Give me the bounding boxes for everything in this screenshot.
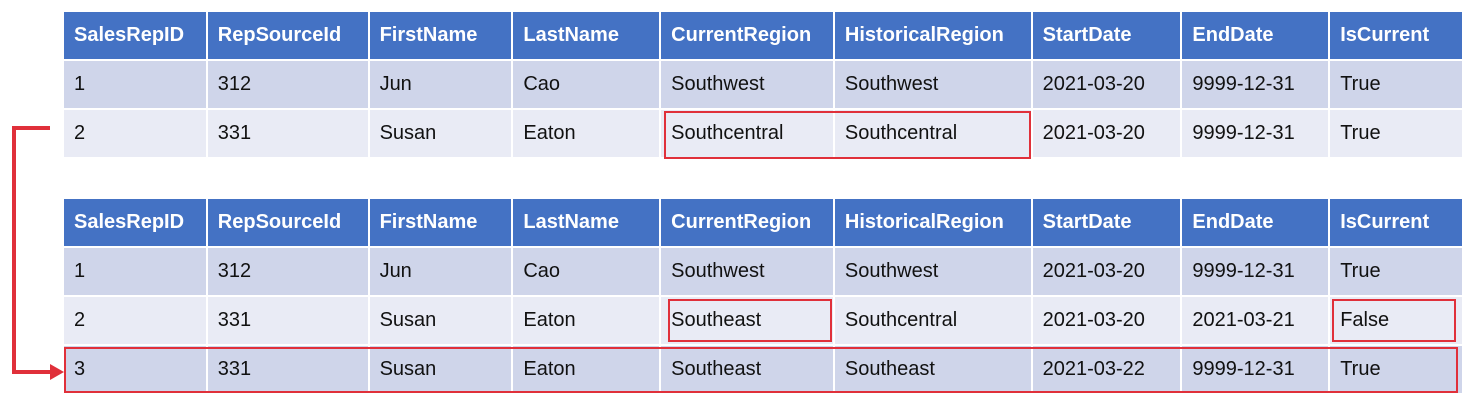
- header-cell: HistoricalRegion: [834, 12, 1031, 59]
- table-cell: Susan: [369, 346, 512, 393]
- table-cell: 312: [207, 61, 368, 108]
- table-cell: Southeast: [834, 346, 1031, 393]
- header-cell: StartDate: [1032, 12, 1181, 59]
- table-cell: Southcentral: [834, 297, 1031, 344]
- table-cell: True: [1330, 248, 1463, 295]
- header-cell: HistoricalRegion: [834, 199, 1031, 246]
- header-cell: CurrentRegion: [661, 199, 833, 246]
- table-cell: Southcentral: [661, 110, 833, 157]
- table-cell: True: [1330, 61, 1463, 108]
- table-cell: 331: [207, 110, 368, 157]
- table-cell: 2021-03-20: [1032, 110, 1181, 157]
- table-cell: 312: [207, 248, 368, 295]
- header-cell: RepSourceId: [207, 199, 368, 246]
- table-row: 1 312 Jun Cao Southwest Southwest 2021-0…: [64, 248, 1463, 295]
- table-cell: 1: [64, 61, 206, 108]
- table-cell: 331: [207, 297, 368, 344]
- table-cell: Susan: [369, 110, 512, 157]
- header-cell: IsCurrent: [1330, 199, 1463, 246]
- table-row: 1 312 Jun Cao Southwest Southwest 2021-0…: [64, 61, 1463, 108]
- header-cell: RepSourceId: [207, 12, 368, 59]
- table-cell: Southcentral: [834, 110, 1031, 157]
- table-cell: 9999-12-31: [1182, 346, 1329, 393]
- table-cell: Southwest: [661, 248, 833, 295]
- table-row: 2 331 Susan Eaton Southcentral Southcent…: [64, 110, 1463, 157]
- table-cell: 9999-12-31: [1182, 61, 1329, 108]
- table-cell: Southwest: [661, 61, 833, 108]
- table-cell: 2021-03-20: [1032, 61, 1181, 108]
- header-cell: StartDate: [1032, 199, 1181, 246]
- table-cell: Southeast: [661, 346, 833, 393]
- header-row: SalesRepID RepSourceId FirstName LastNam…: [64, 199, 1463, 246]
- table-cell: 2021-03-21: [1182, 297, 1329, 344]
- table-cell: True: [1330, 346, 1463, 393]
- table-cell: 2: [64, 110, 206, 157]
- header-cell: CurrentRegion: [661, 12, 833, 59]
- table-cell: Jun: [369, 61, 512, 108]
- table-cell: Southeast: [661, 297, 833, 344]
- table-cell: Eaton: [513, 346, 660, 393]
- table-cell: 2021-03-20: [1032, 248, 1181, 295]
- table-cell: Southwest: [834, 61, 1031, 108]
- table-cell: 9999-12-31: [1182, 248, 1329, 295]
- table-cell: 331: [207, 346, 368, 393]
- table-cell: Cao: [513, 61, 660, 108]
- table-cell: Cao: [513, 248, 660, 295]
- header-cell: FirstName: [369, 12, 512, 59]
- header-cell: LastName: [513, 199, 660, 246]
- header-cell: EndDate: [1182, 12, 1329, 59]
- header-row: SalesRepID RepSourceId FirstName LastNam…: [64, 12, 1463, 59]
- header-cell: EndDate: [1182, 199, 1329, 246]
- table-cell: True: [1330, 110, 1463, 157]
- header-cell: SalesRepID: [64, 199, 206, 246]
- header-cell: FirstName: [369, 199, 512, 246]
- table-row: 2 331 Susan Eaton Southeast Southcentral…: [64, 297, 1463, 344]
- table-cell: 9999-12-31: [1182, 110, 1329, 157]
- table-after: SalesRepID RepSourceId FirstName LastNam…: [64, 199, 1463, 393]
- table-cell: Jun: [369, 248, 512, 295]
- table-cell: Eaton: [513, 297, 660, 344]
- table-cell: 2021-03-22: [1032, 346, 1181, 393]
- table-row: 3 331 Susan Eaton Southeast Southeast 20…: [64, 346, 1463, 393]
- header-cell: LastName: [513, 12, 660, 59]
- header-cell: IsCurrent: [1330, 12, 1463, 59]
- table-cell: Southwest: [834, 248, 1031, 295]
- table-cell: False: [1330, 297, 1463, 344]
- table-cell: 2: [64, 297, 206, 344]
- header-cell: SalesRepID: [64, 12, 206, 59]
- table-cell: Susan: [369, 297, 512, 344]
- table-cell: 2021-03-20: [1032, 297, 1181, 344]
- table-cell: Eaton: [513, 110, 660, 157]
- table-cell: 3: [64, 346, 206, 393]
- table-cell: 1: [64, 248, 206, 295]
- table-before: SalesRepID RepSourceId FirstName LastNam…: [64, 12, 1463, 157]
